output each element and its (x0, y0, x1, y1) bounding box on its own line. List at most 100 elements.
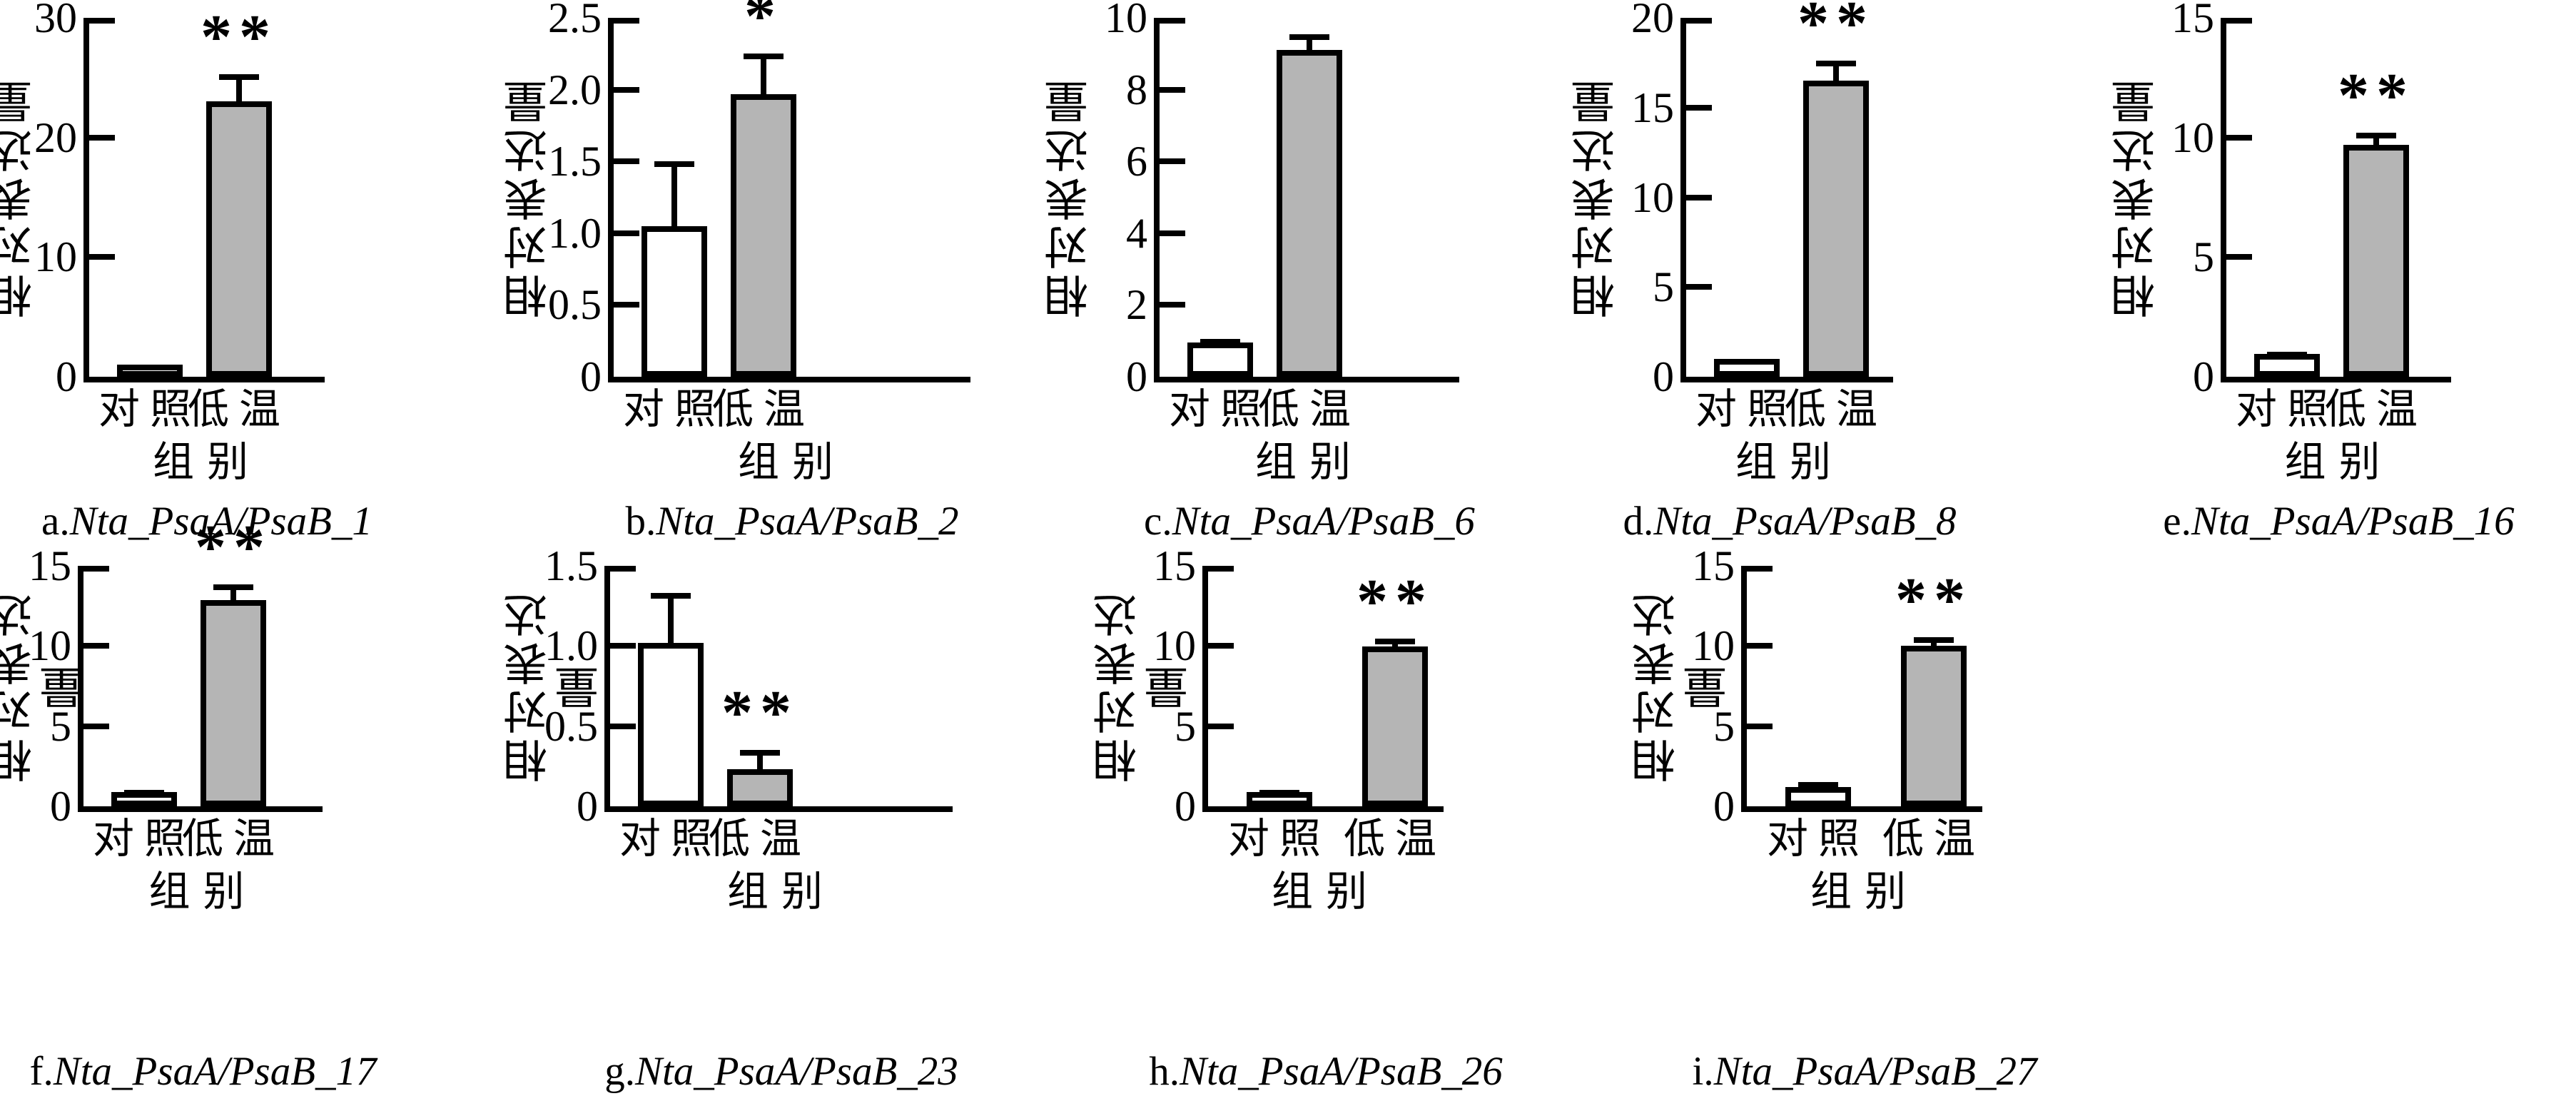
y-axis-tick (89, 254, 115, 260)
y-axis-tick (1747, 643, 1773, 649)
error-bar-whisker (761, 54, 766, 94)
chart-panel-h: 相对表达量 ** 0 5 10 15 对照 低温 组别 h.Nta_PsaA/PsaB_26 (1030, 542, 1546, 1096)
error-bar-cap (1289, 34, 1329, 40)
bar-treatment (2343, 144, 2409, 377)
error-bar-whisker (1307, 34, 1312, 51)
significance-marker: ** (1797, 0, 1875, 59)
y-tick-label: 0 (56, 353, 77, 400)
x-axis-label: 组别 (726, 868, 836, 915)
plot-area: ** (604, 566, 953, 812)
bar-treatment (206, 101, 272, 377)
y-axis-tick (610, 566, 636, 572)
y-tick-label: 15 (29, 542, 71, 589)
gene-name: Nta_PsaA/PsaB_27 (1713, 1049, 2037, 1094)
bar-treatment (1277, 50, 1342, 377)
category-label-control: 对照 (1168, 386, 1272, 432)
x-axis-label: 组别 (737, 439, 846, 485)
y-tick-label: 0 (1653, 353, 1674, 400)
y-tick-label: 15 (1692, 542, 1735, 589)
category-label-control: 对照 (1766, 816, 1870, 862)
significance-marker: ** (1217, 0, 1402, 29)
significance-marker: ** (721, 679, 798, 749)
bar-treatment (1803, 81, 1869, 377)
panel-letter: c. (1144, 499, 1172, 544)
y-axis-tick (1208, 723, 1234, 729)
y-tick-label: 15 (2171, 0, 2214, 41)
error-bar-whisker (757, 750, 763, 770)
chart-panel-b: 相对表达量 * 0 0.5 1.0 1.5 2.0 2.5 对照 低温 组别 b.Nta_PsaA/P… (506, 0, 1030, 548)
y-tick-label: 20 (34, 113, 77, 161)
x-axis-label: 组别 (1254, 439, 1364, 485)
y-axis-tick (83, 723, 109, 729)
y-tick-label: 15 (1153, 542, 1196, 589)
panel-letter: b. (625, 499, 656, 544)
significance-marker: ** (201, 2, 278, 72)
y-axis-tick (2226, 134, 2252, 141)
y-axis-line (78, 566, 83, 812)
significance-marker: ** (1895, 565, 1972, 635)
y-tick-label: 0 (1713, 783, 1735, 830)
error-bar-cap (2356, 132, 2396, 138)
y-tick-label: 0 (1175, 783, 1196, 830)
error-bar-cap (654, 161, 694, 168)
panel-caption: a.Nta_PsaA/PsaB_1 (0, 499, 478, 544)
error-bar-cap (124, 790, 164, 796)
x-axis-label: 组别 (2284, 439, 2393, 485)
error-bar-cap (219, 73, 259, 80)
y-axis-line (1741, 566, 1747, 812)
y-axis-tick (614, 86, 639, 93)
gene-name: Nta_PsaA/PsaB_8 (1653, 499, 1957, 544)
category-label-control: 对照 (1227, 816, 1331, 862)
panel-letter: e. (2163, 499, 2191, 544)
y-axis-label: 相对表达量 (1095, 589, 1195, 783)
y-tick-label: 2.5 (548, 0, 602, 41)
bar-treatment (1901, 646, 1967, 806)
y-axis-line (1680, 18, 1686, 382)
category-label-cold: 低温 (1257, 386, 1361, 432)
x-axis-line (608, 377, 970, 382)
y-tick-label: 0.5 (544, 702, 598, 750)
y-axis-tick (614, 18, 639, 24)
category-label-control: 对照 (1695, 386, 1798, 432)
y-axis-tick (83, 643, 109, 649)
x-axis-label: 组别 (148, 868, 258, 915)
error-bar-cap (1259, 790, 1299, 796)
y-tick-label: 0 (577, 783, 598, 830)
error-bar-whisker (1833, 61, 1839, 81)
plot-area: * (608, 0, 970, 382)
y-axis-tick (1160, 86, 1185, 93)
error-bar-cap (1914, 636, 1954, 643)
y-axis-label: 相对表达量 (2114, 76, 2162, 319)
y-axis-tick (614, 302, 639, 308)
bar-control (117, 365, 183, 377)
x-axis-label: 组别 (152, 439, 261, 485)
y-tick-label: 6 (1126, 138, 1147, 186)
bar-treatment (1362, 646, 1428, 806)
chart-panel-d: 相对表达量 ** 0 5 10 15 20 对照 低温 组别 d.Nta_PsaA/PsaB_8 (1546, 0, 2061, 548)
plot-area: ** (1741, 566, 1982, 812)
error-bar-cap (651, 593, 691, 599)
y-tick-label: 5 (50, 702, 71, 750)
panel-letter: d. (1623, 499, 1654, 544)
y-tick-label: 10 (29, 622, 71, 670)
y-axis-tick (1160, 18, 1185, 24)
y-axis-line (608, 18, 614, 382)
bar-control (1187, 342, 1253, 377)
y-tick-label: 0.5 (548, 281, 602, 329)
y-tick-label: 0 (580, 353, 602, 400)
bar-treatment (201, 600, 266, 806)
x-axis-line (83, 377, 325, 382)
plot-area: ** (78, 516, 323, 812)
y-axis-tick (1686, 284, 1712, 290)
chart-panel-g: 相对表达量 ** 0 0.5 1.0 1.5 对照 低温 组别 g.Nta_PsaA/PsaB_2… (506, 542, 1030, 1096)
y-axis-tick (1208, 643, 1234, 649)
y-tick-label: 10 (1692, 622, 1735, 670)
error-bar-cap (213, 584, 253, 590)
error-bar-cap (740, 750, 780, 756)
y-axis-line (83, 18, 89, 382)
y-axis-line (1154, 18, 1160, 382)
x-axis-line (1154, 377, 1459, 382)
y-tick-label: 10 (1105, 0, 1147, 41)
